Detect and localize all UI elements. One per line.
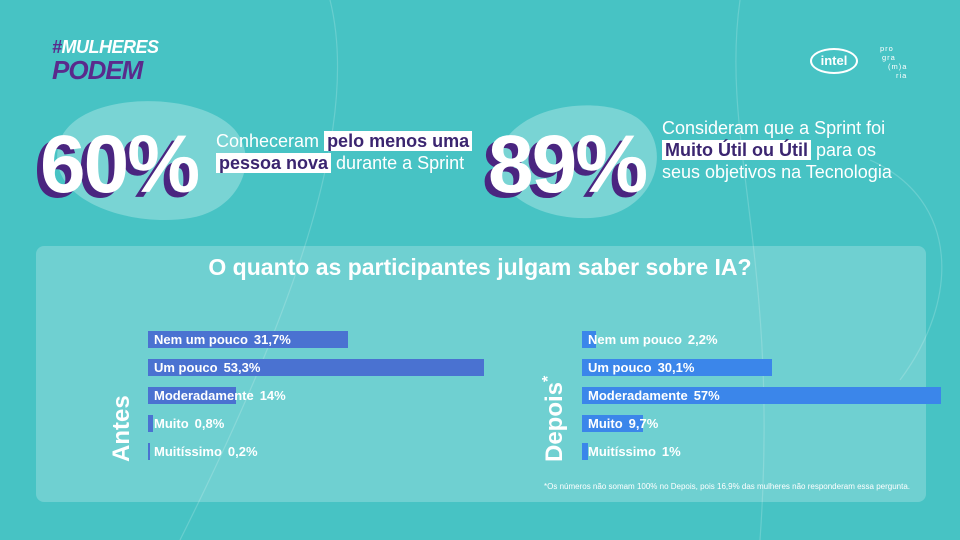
group-label-depois-text: Depois [541,381,568,462]
bar-category: Muito [588,416,623,431]
bar-category: Nem um pouco [588,332,682,347]
bar-value: 0,8% [194,416,225,431]
intel-logo: intel [810,48,858,74]
bar-category: Moderadamente [154,388,254,403]
bar-category: Moderadamente [588,388,688,403]
stat-description-2: Consideram que a Sprint foi Muito Útil o… [662,117,912,183]
bar-value: 30,1% [657,360,695,375]
bar-label-depois-2: Um pouco 30,1% [588,359,694,376]
bar-label-depois-1: Nem um pouco 2,2% [588,331,718,348]
bar-value: 2,2% [687,332,718,347]
bar-category: Muito [154,416,189,431]
bar-value: 9,7% [628,416,659,431]
group-label-depois: Depois* [540,376,569,462]
bar-label-antes-1: Nem um pouco 31,7% [154,331,291,348]
bar-value: 14% [259,388,286,403]
programaria-line: ria [896,71,908,80]
bar-label-depois-3: Moderadamente 57% [588,387,720,404]
bar-depois-4 [582,415,644,432]
group-label-depois-mark: * [540,375,557,382]
programaria-line: (m)a [888,62,908,71]
stat-2-text-after: para os seus objetivos na Tecnologia [662,140,892,182]
bar-label-depois-5: Muitíssimo 1% [588,443,681,460]
stat-2-text-before: Consideram que a Sprint foi [662,118,886,138]
bar-label-antes-4: Muito 0,8% [154,415,224,432]
group-label-antes-text: Antes [108,395,135,462]
chart-title: O quanto as participantes julgam saber s… [208,254,752,280]
group-label-antes: Antes [108,395,136,462]
stat-value-89: 89% [488,119,648,210]
bar-category: Muitíssimo [154,444,222,459]
bar-antes-1 [148,331,348,348]
bar-antes-4 [148,415,154,432]
bar-antes-5 [148,443,150,460]
bar-antes-3 [148,387,237,404]
bar-antes-2 [148,359,484,376]
chart-footnote: *Os números não somam 100% no Depois, po… [544,482,910,491]
bar-value: 0,2% [227,444,258,459]
programaria-line: gra [882,53,896,62]
stat-value-60: 60% [40,119,200,210]
stat-1-text-after: durante a Sprint [331,153,465,173]
mulheres-podem-logo: #MULHERES PODEM [52,38,172,83]
bar-category: Um pouco [588,360,652,375]
bar-label-depois-4: Muito 9,7% [588,415,658,432]
bar-value: 31,7% [253,332,291,347]
bar-depois-5 [582,443,589,460]
bar-label-antes-3: Moderadamente 14% [154,387,286,404]
bar-label-antes-5: Muitíssimo 0,2% [154,443,258,460]
programaria-logo: pro gra (m)a ria [880,44,924,80]
bar-value: 57% [693,388,720,403]
bar-category: Nem um pouco [154,332,248,347]
stat-1-text-before: Conheceram [216,131,325,151]
logo-podem: PODEM [52,55,143,85]
logo-hash: # [52,37,62,57]
bar-depois-3 [582,387,942,404]
bar-value: 1% [661,444,681,459]
bar-category: Um pouco [154,360,218,375]
stat-description-1: Conheceram pelo menos uma pessoa nova du… [216,130,486,174]
bar-value: 53,3% [223,360,261,375]
stat-2-highlight: Muito Útil ou Útil [662,140,811,160]
bar-category: Muitíssimo [588,444,656,459]
bar-label-antes-2: Um pouco 53,3% [154,359,260,376]
programaria-line: pro [880,44,894,53]
bar-depois-2 [582,359,772,376]
logo-mulheres: MULHERES [61,37,160,57]
bar-depois-1 [582,331,596,348]
